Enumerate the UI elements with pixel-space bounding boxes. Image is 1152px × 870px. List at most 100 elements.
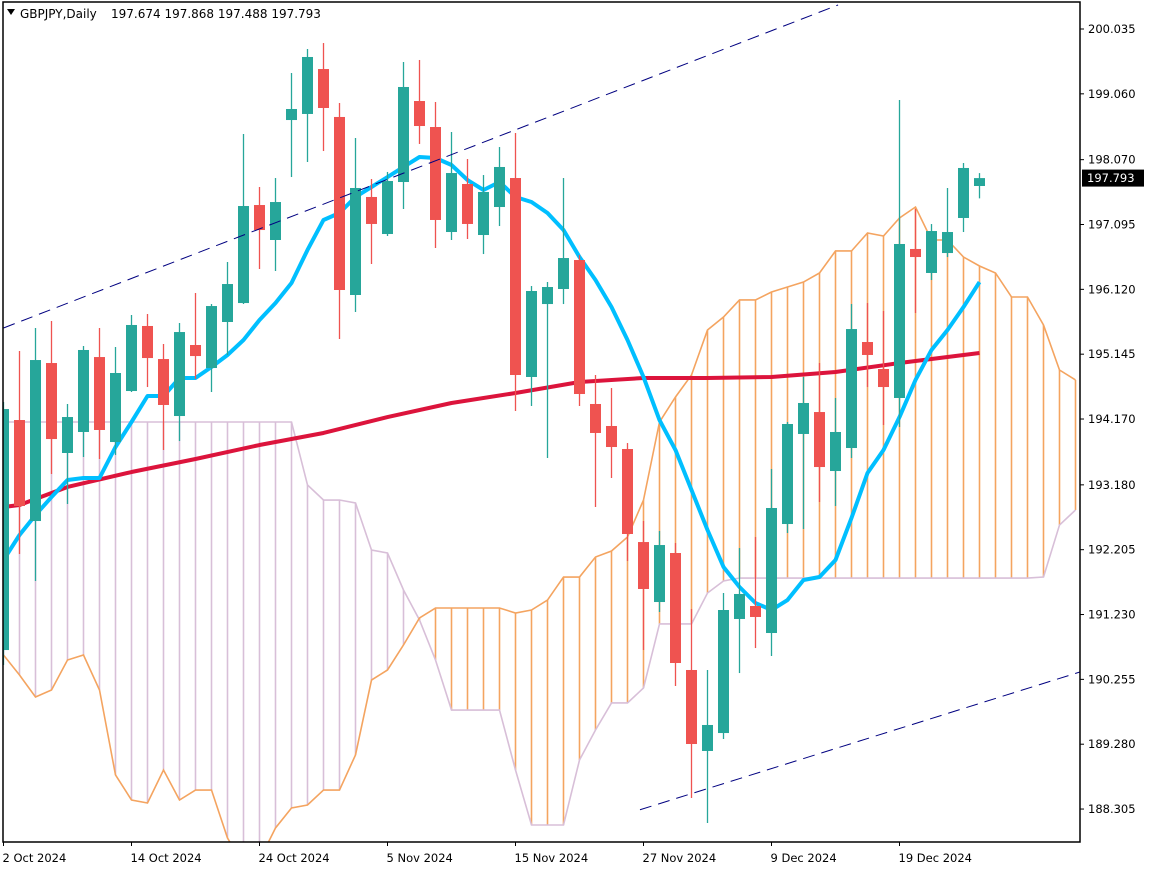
- candle[interactable]: [142, 314, 153, 388]
- candle-body: [174, 332, 185, 417]
- candle[interactable]: [686, 609, 697, 798]
- candle[interactable]: [110, 346, 121, 455]
- candle[interactable]: [542, 282, 553, 458]
- candle-body: [910, 248, 921, 258]
- candle-body: [750, 606, 761, 617]
- candle[interactable]: [574, 255, 585, 406]
- candle[interactable]: [414, 59, 425, 144]
- candle[interactable]: [606, 388, 617, 479]
- candle[interactable]: [526, 286, 537, 406]
- candle[interactable]: [430, 102, 441, 248]
- candle-body: [62, 417, 73, 453]
- candle-body: [30, 360, 41, 522]
- candle[interactable]: [670, 543, 681, 687]
- candle[interactable]: [270, 178, 281, 271]
- candle-body: [878, 369, 889, 388]
- candle[interactable]: [158, 344, 169, 451]
- candle[interactable]: [590, 374, 601, 507]
- price-tick-label: 200.035: [1088, 22, 1136, 36]
- candle[interactable]: [334, 103, 345, 340]
- candle[interactable]: [0, 401, 9, 665]
- candle[interactable]: [78, 345, 89, 457]
- candle-body: [190, 345, 201, 357]
- candle[interactable]: [286, 73, 297, 178]
- candle-body: [334, 116, 345, 291]
- candle[interactable]: [974, 173, 985, 199]
- candle-body: [814, 412, 825, 468]
- candle[interactable]: [622, 443, 633, 561]
- candle[interactable]: [238, 133, 249, 305]
- candle-body: [718, 610, 729, 734]
- candle[interactable]: [254, 186, 265, 269]
- candle[interactable]: [894, 100, 905, 427]
- candle[interactable]: [398, 61, 409, 210]
- candle[interactable]: [734, 548, 745, 674]
- candle[interactable]: [942, 187, 953, 258]
- candle-body: [478, 191, 489, 236]
- candle[interactable]: [350, 137, 361, 313]
- candle[interactable]: [302, 49, 313, 162]
- date-tick-label: 19 Dec 2024: [899, 851, 972, 865]
- candle-body: [46, 363, 57, 440]
- candle-body: [590, 403, 601, 433]
- trendlines[interactable]: [3, 4, 1080, 811]
- candle-body: [318, 69, 329, 108]
- candle-body: [126, 324, 137, 392]
- candle[interactable]: [798, 376, 809, 530]
- candle-body: [782, 424, 793, 525]
- candle[interactable]: [222, 262, 233, 355]
- candle[interactable]: [478, 175, 489, 255]
- plot-frame: [2, 1, 1081, 843]
- candle[interactable]: [366, 179, 377, 265]
- candle[interactable]: [462, 159, 473, 240]
- candle[interactable]: [862, 303, 873, 388]
- candle[interactable]: [510, 133, 521, 412]
- candle[interactable]: [318, 43, 329, 152]
- candle[interactable]: [94, 327, 105, 459]
- candle[interactable]: [638, 521, 649, 651]
- candle[interactable]: [814, 363, 825, 503]
- candle[interactable]: [62, 403, 73, 505]
- current-price-box: [1082, 169, 1144, 187]
- candle[interactable]: [910, 209, 921, 314]
- candle[interactable]: [494, 147, 505, 227]
- price-axis[interactable]: 200.035 199.060 198.070 197.095 196.120 195.1…: [1080, 22, 1136, 816]
- candle[interactable]: [926, 224, 937, 281]
- candle[interactable]: [766, 469, 777, 657]
- candle[interactable]: [878, 311, 889, 426]
- candle[interactable]: [718, 592, 729, 740]
- candle[interactable]: [14, 350, 25, 555]
- candle[interactable]: [382, 171, 393, 237]
- candle[interactable]: [46, 320, 57, 475]
- candle[interactable]: [126, 315, 137, 393]
- candle[interactable]: [782, 422, 793, 533]
- candle[interactable]: [846, 304, 857, 458]
- plot-area: [0, 4, 1080, 842]
- date-tick-label: 24 Oct 2024: [259, 851, 330, 865]
- senkou-span-b-line: [3, 421, 1077, 826]
- candle-body: [14, 420, 25, 506]
- candle-body: [846, 329, 857, 449]
- candle[interactable]: [446, 132, 457, 240]
- upper-channel-trendline[interactable]: [3, 4, 839, 329]
- candle[interactable]: [558, 178, 569, 305]
- symbol-title: GBPJPY,Daily: [20, 7, 97, 21]
- lower-channel-trendline[interactable]: [639, 671, 1080, 811]
- candle[interactable]: [830, 398, 841, 506]
- candle[interactable]: [702, 669, 713, 824]
- candle-body: [254, 205, 265, 231]
- candle-body: [798, 402, 809, 434]
- candle-body: [526, 291, 537, 377]
- candle[interactable]: [654, 531, 665, 612]
- candle[interactable]: [206, 304, 217, 393]
- collapse-triangle-icon[interactable]: [7, 9, 15, 15]
- candle[interactable]: [750, 536, 761, 649]
- candle-body: [958, 167, 969, 218]
- time-axis[interactable]: 2 Oct 2024 14 Oct 2024 24 Oct 2024 5 Nov 20…: [3, 842, 972, 865]
- candle[interactable]: [174, 322, 185, 442]
- candle[interactable]: [190, 292, 201, 379]
- candle[interactable]: [30, 327, 41, 582]
- price-tick-label: 199.060: [1088, 87, 1136, 101]
- candle[interactable]: [958, 162, 969, 233]
